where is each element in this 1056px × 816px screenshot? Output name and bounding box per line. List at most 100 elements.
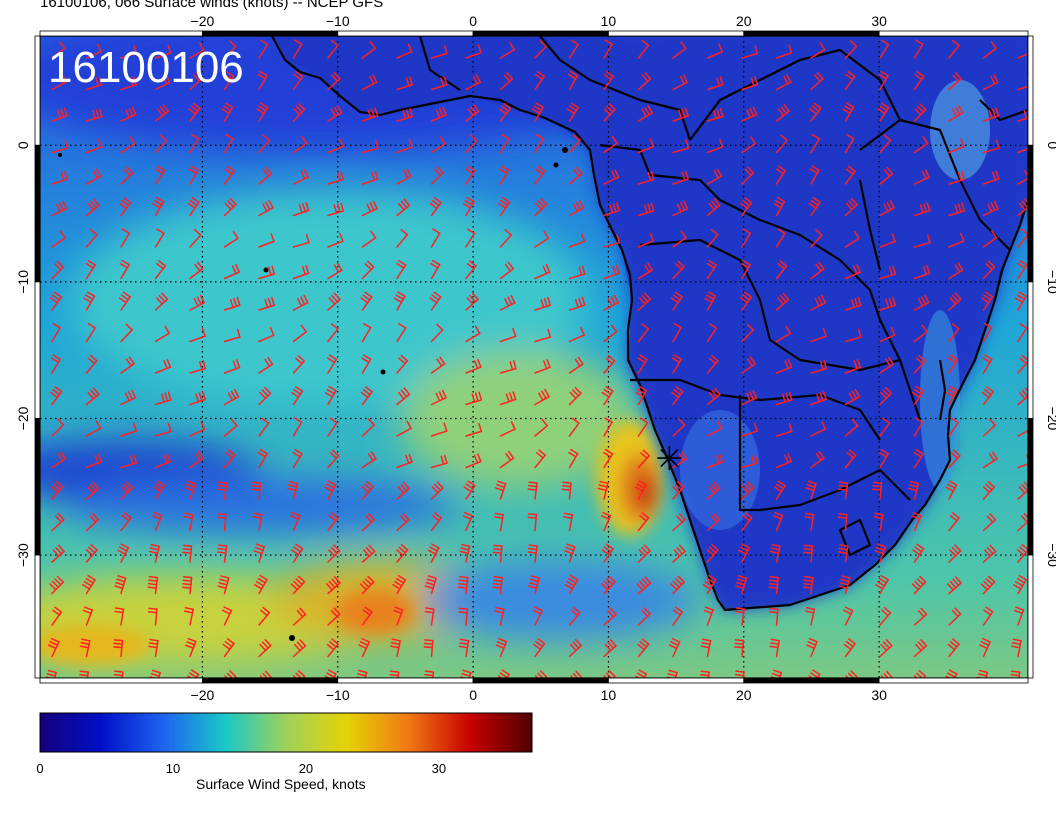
wind-barb	[85, 76, 103, 91]
wind-barb	[499, 102, 512, 122]
wind-barb	[534, 197, 548, 217]
wind-barb	[361, 41, 376, 59]
axis-bar-right	[1027, 418, 1034, 556]
wind-barb	[253, 543, 265, 563]
lat-tick-label: −20	[15, 406, 31, 430]
wind-barb	[1017, 109, 1028, 122]
wind-barb	[430, 106, 447, 122]
wind-barb	[252, 512, 263, 532]
lon-tick-label: 10	[601, 687, 617, 703]
wind-barb	[739, 291, 753, 311]
wind-barb	[597, 480, 609, 500]
wind-barb	[51, 418, 65, 437]
wind-barb	[672, 322, 682, 343]
wind-barb	[1017, 420, 1028, 437]
wind-barb	[912, 385, 925, 406]
wind-barb	[838, 575, 851, 595]
wind-barb	[982, 74, 999, 91]
wind-barb	[85, 168, 102, 185]
wind-barb	[396, 228, 409, 248]
wind-barb	[775, 325, 792, 343]
wind-barb	[534, 296, 552, 311]
wind-barb	[706, 481, 721, 500]
wind-barb	[948, 449, 961, 469]
wind-barb	[878, 670, 893, 678]
lon-tick-label: 0	[469, 687, 477, 703]
wind-barb	[808, 669, 821, 678]
wind-barb	[563, 512, 574, 532]
wind-barb	[805, 480, 817, 500]
wind-barb	[637, 105, 653, 122]
wind-barb	[327, 202, 345, 217]
wind-barb	[327, 607, 341, 626]
wind-barb	[603, 103, 616, 122]
wind-barb	[568, 70, 579, 91]
wind-barb	[254, 574, 268, 595]
lat-tick-label: −30	[1045, 543, 1056, 567]
wind-barb	[85, 259, 96, 280]
wind-barb	[603, 639, 617, 658]
wind-barb	[223, 296, 241, 311]
wind-barb	[258, 166, 273, 185]
wind-barb	[568, 166, 583, 185]
wind-barb	[773, 511, 784, 532]
wind-barb	[324, 385, 337, 406]
wind-barb	[706, 43, 723, 59]
wind-barb	[911, 575, 927, 595]
wind-barb	[222, 638, 235, 658]
wind-barb	[979, 637, 991, 658]
wind-barb	[568, 417, 580, 437]
wind-barb	[874, 543, 887, 563]
wind-barb	[1014, 291, 1027, 311]
wind-barb	[875, 574, 889, 595]
wind-barb	[189, 228, 202, 248]
wind-barb	[981, 291, 994, 311]
wind-barb	[181, 576, 193, 595]
lon-tick-label: −10	[326, 687, 350, 703]
wind-barb	[982, 107, 1000, 122]
wind-barb	[948, 512, 960, 532]
lat-tick-label: 0	[15, 141, 31, 149]
wind-barb	[360, 291, 373, 311]
wind-barb	[327, 512, 339, 532]
wind-barb	[879, 166, 894, 185]
wind-barb	[188, 102, 201, 122]
wind-barb	[672, 74, 689, 91]
lon-tick-label: 0	[469, 13, 477, 29]
wind-barb	[802, 575, 814, 595]
axis-bar-bottom	[39, 677, 203, 684]
wind-barb	[534, 359, 551, 374]
wind-barb	[948, 232, 965, 248]
wind-barb	[568, 200, 585, 217]
wind-barb	[149, 543, 160, 563]
wind-barb	[534, 264, 551, 280]
wind-barb	[603, 234, 621, 248]
wind-barb	[671, 386, 684, 406]
wind-barb	[396, 108, 414, 122]
wind-barb	[837, 481, 849, 500]
wind-barb	[430, 454, 448, 469]
wind-barb	[913, 639, 928, 658]
wind-barb	[913, 294, 930, 311]
axis-bar-bottom	[472, 677, 609, 684]
wind-barb	[258, 233, 275, 248]
wind-barb	[534, 388, 550, 406]
wind-barb	[465, 104, 480, 122]
wind-barb	[183, 512, 194, 532]
wind-barb	[948, 417, 959, 437]
wind-barb	[838, 544, 849, 563]
wind-barb	[741, 323, 754, 343]
wind-barb	[148, 638, 159, 658]
wind-barb	[492, 544, 503, 563]
wind-barb	[703, 606, 714, 626]
wind-barb	[741, 389, 758, 406]
wind-barb	[637, 354, 648, 374]
wind-barb	[637, 638, 650, 658]
wind-barb	[85, 198, 100, 217]
wind-barb	[120, 76, 138, 91]
colorbar-tick-label: 0	[36, 761, 43, 776]
date-stamp: 16100106	[48, 43, 244, 92]
wind-barb	[603, 71, 614, 91]
wind-barb	[702, 574, 717, 595]
wind-barb	[527, 513, 538, 532]
